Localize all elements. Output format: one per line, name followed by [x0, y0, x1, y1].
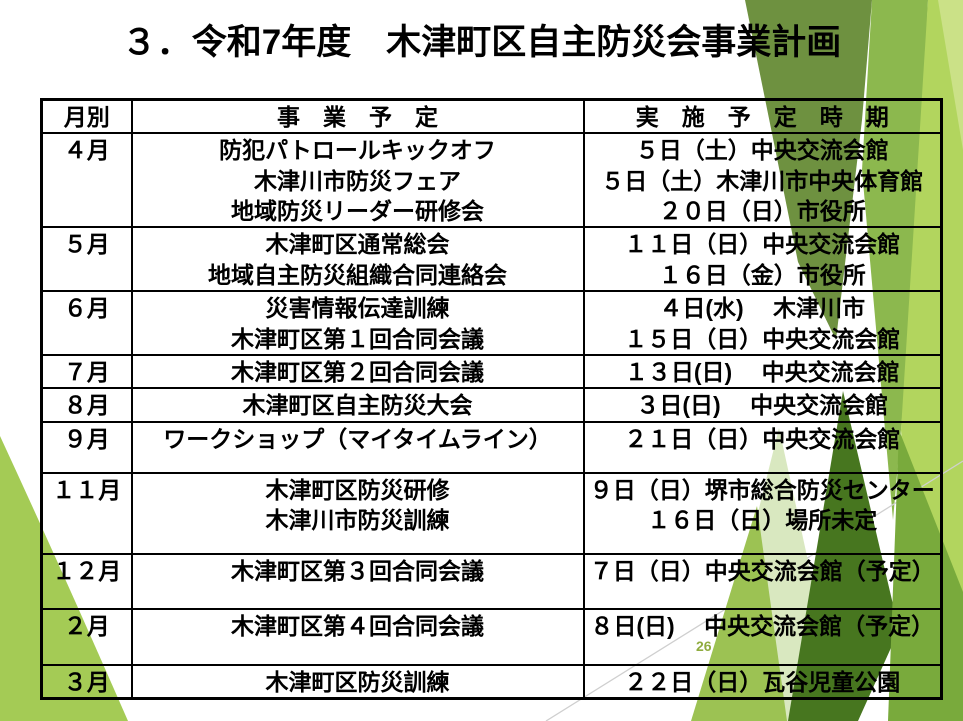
table-row: ５月 木津町区通常総会 地域自主防災組織合同連絡会 １１日（日）中央交流会館 １…: [40, 226, 943, 293]
month-cell: １１月: [40, 471, 133, 555]
schedule-cell: ４日(水) 木津川市 １５日（日）中央交流会館: [582, 290, 943, 356]
column-header-schedule: 実 施 予 定 時 期: [582, 98, 943, 135]
events-cell: ワークショップ（マイタイムライン）: [130, 420, 585, 474]
events-cell: 木津町区自主防災大会: [130, 387, 585, 423]
events-cell: 木津町区通常総会 地域自主防災組織合同連絡会: [130, 226, 585, 293]
schedule-cell: ３日(日) 中央交流会館: [582, 387, 943, 423]
table-row: ２月 木津町区第４回合同会議 ８日(日) 中央交流会館（予定）: [40, 607, 943, 666]
events-cell: 防犯パトロールキックオフ 木津川市防災フェア 地域防災リーダー研修会: [130, 132, 585, 229]
month-cell: ８月: [40, 387, 133, 423]
table-row: ９月 ワークショップ（マイタイムライン） ２１日（日）中央交流会館: [40, 420, 943, 474]
events-cell: 木津町区防災研修 木津川市防災訓練: [130, 471, 585, 555]
table-header-row: 月別 事 業 予 定 実 施 予 定 時 期: [40, 98, 943, 135]
events-cell: 木津町区第３回合同会議: [130, 552, 585, 610]
events-cell: 木津町区防災訓練: [130, 663, 585, 700]
month-cell: １２月: [40, 552, 133, 610]
events-cell: 木津町区第２回合同会議: [130, 353, 585, 390]
month-cell: ４月: [40, 132, 133, 229]
month-cell: ５月: [40, 226, 133, 293]
schedule-cell: ９日（日）堺市総合防災センター １６日（日）場所未定: [582, 471, 943, 555]
schedule-cell: ７日（日）中央交流会館（予定）: [582, 552, 943, 610]
schedule-cell: ５日（土）中央交流会館 ５日（土）木津川市中央体育館 ２０日（日）市役所: [582, 132, 943, 229]
table-row: １１月 木津町区防災研修 木津川市防災訓練 ９日（日）堺市総合防災センター １６…: [40, 471, 943, 555]
schedule-cell: １１日（日）中央交流会館 １６日（金）市役所: [582, 226, 943, 293]
table-row: ８月 木津町区自主防災大会 ３日(日) 中央交流会館: [40, 387, 943, 423]
column-header-month: 月別: [40, 98, 133, 135]
schedule-cell: ２２日（日）瓦谷児童公園: [582, 663, 943, 700]
month-cell: ２月: [40, 607, 133, 666]
business-plan-table: 月別 事 業 予 定 実 施 予 定 時 期 ４月 防犯パトロールキックオフ 木…: [40, 98, 943, 700]
green-leaf-shape: [938, 0, 963, 150]
table-row: ４月 防犯パトロールキックオフ 木津川市防災フェア 地域防災リーダー研修会 ５日…: [40, 132, 943, 229]
events-cell: 災害情報伝達訓練 木津町区第１回合同会議: [130, 290, 585, 356]
events-cell: 木津町区第４回合同会議: [130, 607, 585, 666]
schedule-cell: １３日(日) 中央交流会館: [582, 353, 943, 390]
month-cell: ６月: [40, 290, 133, 356]
column-header-events: 事 業 予 定: [130, 98, 585, 135]
month-cell: ７月: [40, 353, 133, 390]
schedule-cell: ２１日（日）中央交流会館: [582, 420, 943, 474]
table-row: １２月 木津町区第３回合同会議 ７日（日）中央交流会館（予定）: [40, 552, 943, 610]
table-row: ７月 木津町区第２回合同会議 １３日(日) 中央交流会館: [40, 353, 943, 390]
page-title: ３．令和7年度 木津町区自主防災会事業計画: [121, 23, 842, 62]
table-row: ３月 木津町区防災訓練 ２２日（日）瓦谷児童公園: [40, 663, 943, 700]
table-row: ６月 災害情報伝達訓練 木津町区第１回合同会議 ４日(水) 木津川市 １５日（日…: [40, 290, 943, 356]
month-cell: ９月: [40, 420, 133, 474]
month-cell: ３月: [40, 663, 133, 700]
schedule-cell: ８日(日) 中央交流会館（予定）: [582, 607, 943, 666]
